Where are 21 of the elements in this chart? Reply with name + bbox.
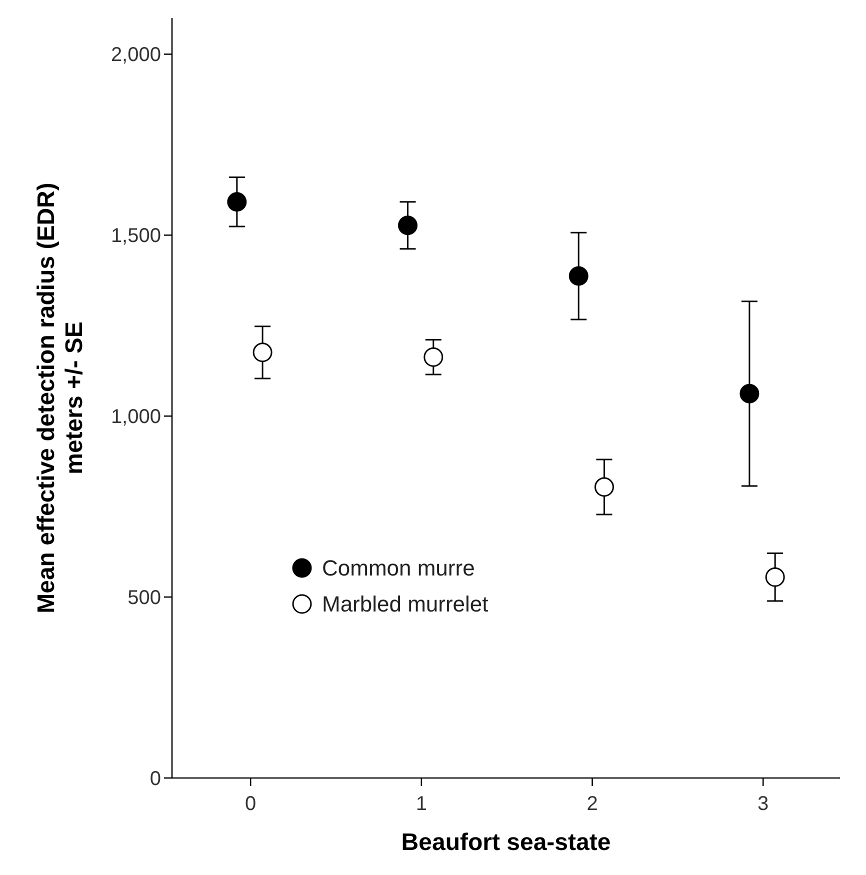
point [765,567,785,587]
y-tick-label: 500 [128,587,161,610]
point [568,266,588,286]
y-tick-label: 2,000 [110,44,161,66]
point [424,347,444,367]
y-tick-label: 1,500 [110,225,161,248]
x-tick-label: 0 [245,793,256,815]
x-axis-title: Beaufort sea-state [401,829,611,856]
y-axis-title: Mean effective detection radius (EDR) meters +/- SE [33,182,88,614]
y-tick-label: 1,000 [110,406,161,428]
legend-label: Marbled murrelet [322,592,488,617]
y-tick-label: 0 [150,768,161,790]
point [740,384,760,404]
point [227,192,247,212]
point [252,342,272,362]
x-tick-label: 2 [586,793,598,815]
x-tick-label: 1 [416,793,427,815]
point [594,477,614,497]
legend-label: Common murre [322,556,475,581]
point [398,216,418,236]
x-tick-label: 3 [758,793,769,815]
